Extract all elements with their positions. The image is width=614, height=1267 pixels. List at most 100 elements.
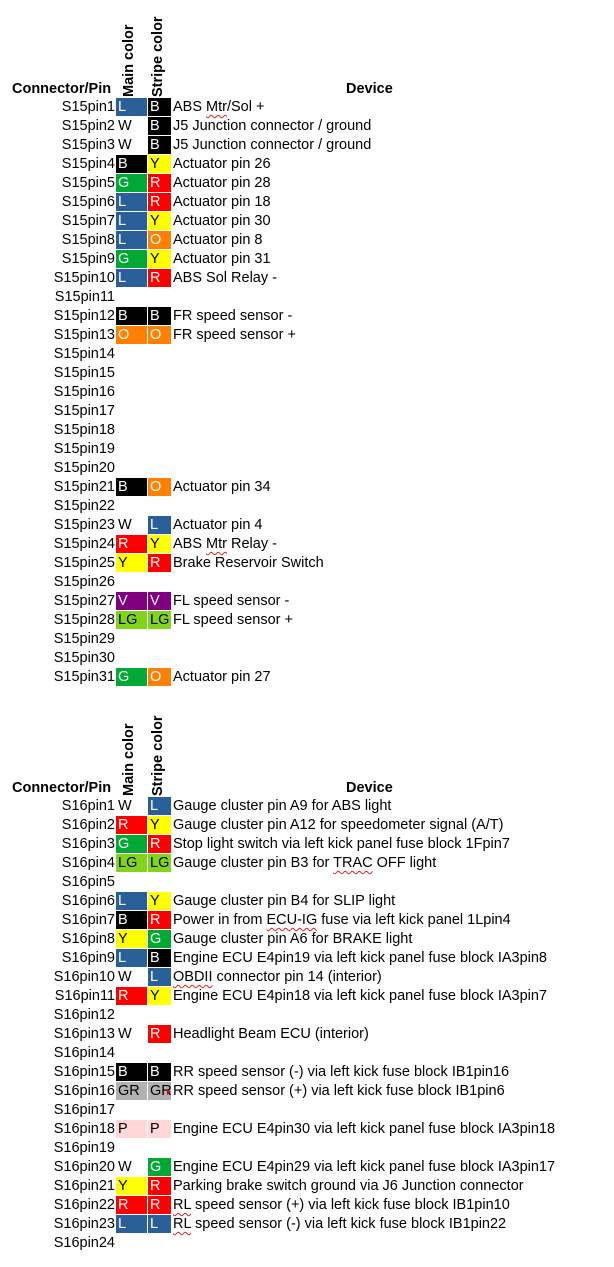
table-row[interactable]: S15pin26 <box>0 573 614 592</box>
table-row[interactable]: S16pin1 W L Gauge cluster pin A9 for ABS… <box>0 797 614 816</box>
device-cell[interactable]: Parking brake switch ground via J6 Junct… <box>173 1178 524 1194</box>
stripe-color-cell[interactable] <box>148 573 171 591</box>
stripe-color-cell[interactable]: O <box>148 326 171 344</box>
main-color-cell[interactable]: B <box>116 155 147 173</box>
table-row[interactable]: S15pin8 L O Actuator pin 8 <box>0 231 614 250</box>
table-row[interactable]: S15pin24 R Y ABS Mtr Relay - <box>0 535 614 554</box>
table-row[interactable]: S16pin3 G R Stop light switch via left k… <box>0 835 614 854</box>
table-row[interactable]: S15pin27 V V FL speed sensor - <box>0 592 614 611</box>
stripe-color-cell[interactable]: Y <box>148 987 171 1005</box>
main-color-cell[interactable]: B <box>116 1063 147 1081</box>
device-cell[interactable]: RL speed sensor (-) via left kick fuse b… <box>173 1215 506 1234</box>
device-cell[interactable]: Actuator pin 34 <box>173 479 271 495</box>
table-row[interactable]: S15pin7 L Y Actuator pin 30 <box>0 212 614 231</box>
main-color-cell[interactable]: R <box>116 1196 147 1214</box>
table-row[interactable]: S15pin9 G Y Actuator pin 31 <box>0 250 614 269</box>
stripe-color-cell[interactable]: R <box>148 554 171 572</box>
table-row[interactable]: S15pin2 W B J5 Junction connector / grou… <box>0 117 614 136</box>
device-cell[interactable]: Gauge cluster pin A6 for BRAKE light <box>173 931 413 947</box>
stripe-color-cell[interactable]: R <box>148 269 171 287</box>
device-cell[interactable]: FR speed sensor + <box>173 327 296 343</box>
main-color-cell[interactable]: L <box>116 98 147 116</box>
stripe-color-cell[interactable] <box>148 649 171 667</box>
stripe-color-cell[interactable] <box>148 873 171 891</box>
table-row[interactable]: S16pin23 L L RL speed sensor (-) via lef… <box>0 1215 614 1234</box>
main-color-cell[interactable]: W <box>118 137 132 153</box>
stripe-color-cell[interactable] <box>148 288 171 306</box>
table-row[interactable]: S15pin10 L R ABS Sol Relay - <box>0 269 614 288</box>
device-cell[interactable]: Stop light switch via left kick panel fu… <box>173 836 510 852</box>
main-color-cell[interactable]: W <box>118 1159 132 1175</box>
device-cell[interactable]: RR speed sensor (+) via left kick fuse b… <box>173 1083 505 1099</box>
table-row[interactable]: S15pin31 G O Actuator pin 27 <box>0 668 614 687</box>
main-color-cell[interactable] <box>116 345 147 363</box>
table-row[interactable]: S15pin17 <box>0 402 614 421</box>
stripe-color-cell[interactable]: B <box>148 136 171 154</box>
main-color-cell[interactable]: B <box>116 478 147 496</box>
main-color-cell[interactable] <box>116 573 147 591</box>
table-row[interactable]: S15pin19 <box>0 440 614 459</box>
main-color-cell[interactable] <box>116 383 147 401</box>
device-cell[interactable]: Gauge cluster pin A12 for speedometer si… <box>173 817 504 833</box>
table-row[interactable]: S16pin22 R R RL speed sensor (+) via lef… <box>0 1196 614 1215</box>
stripe-color-cell[interactable]: R <box>148 1196 171 1214</box>
table-row[interactable]: S15pin22 <box>0 497 614 516</box>
table-row[interactable]: S16pin15 B B RR speed sensor (-) via lef… <box>0 1063 614 1082</box>
main-color-cell[interactable]: W <box>118 517 132 533</box>
main-color-cell[interactable]: G <box>116 668 147 686</box>
table-row[interactable]: S16pin12 <box>0 1006 614 1025</box>
table-row[interactable]: S16pin4 LG LG Gauge cluster pin B3 for T… <box>0 854 614 873</box>
stripe-color-cell[interactable] <box>148 1044 171 1062</box>
table-row[interactable]: S16pin2 R Y Gauge cluster pin A12 for sp… <box>0 816 614 835</box>
stripe-color-cell[interactable] <box>148 1006 171 1024</box>
device-cell[interactable]: J5 Junction connector / ground <box>173 137 372 153</box>
table-row[interactable]: S16pin20 W G Engine ECU E4pin29 via left… <box>0 1158 614 1177</box>
stripe-color-cell[interactable] <box>148 1139 171 1157</box>
table-row[interactable]: S15pin4 B Y Actuator pin 26 <box>0 155 614 174</box>
main-color-cell[interactable]: L <box>116 892 147 910</box>
device-cell[interactable]: FR speed sensor - <box>173 308 293 324</box>
table-row[interactable]: S16pin10 W L OBDII connector pin 14 (int… <box>0 968 614 987</box>
main-color-cell[interactable] <box>116 440 147 458</box>
device-cell[interactable]: Engine ECU E4pin30 via left kick panel f… <box>173 1121 556 1137</box>
stripe-color-cell[interactable]: V <box>148 592 171 610</box>
stripe-color-cell[interactable] <box>148 364 171 382</box>
main-color-cell[interactable] <box>116 1234 147 1252</box>
stripe-color-cell[interactable]: B <box>148 98 171 116</box>
stripe-color-cell[interactable] <box>148 421 171 439</box>
main-color-cell[interactable]: V <box>116 592 147 610</box>
table-row[interactable]: S15pin18 <box>0 421 614 440</box>
table-row[interactable]: S16pin11 R Y Engine ECU E4pin18 via left… <box>0 987 614 1006</box>
main-color-cell[interactable]: L <box>116 212 147 230</box>
table-row[interactable]: S15pin13 O O FR speed sensor + <box>0 326 614 345</box>
stripe-color-cell[interactable] <box>148 459 171 477</box>
device-cell[interactable]: Gauge cluster pin B3 for TRAC OFF light <box>173 854 436 873</box>
main-color-cell[interactable]: G <box>116 174 147 192</box>
table-row[interactable]: S15pin28 LG LG FL speed sensor + <box>0 611 614 630</box>
device-cell[interactable]: Headlight Beam ECU (interior) <box>173 1026 369 1042</box>
device-cell[interactable]: Brake Reservoir Switch <box>173 555 324 571</box>
main-color-cell[interactable] <box>116 1006 147 1024</box>
table-row[interactable]: S15pin29 <box>0 630 614 649</box>
device-cell[interactable]: Actuator pin 30 <box>173 213 271 229</box>
device-cell[interactable]: Actuator pin 26 <box>173 156 271 172</box>
stripe-color-cell[interactable]: R <box>148 174 171 192</box>
main-color-cell[interactable] <box>116 1044 147 1062</box>
stripe-color-cell[interactable] <box>148 345 171 363</box>
table-row[interactable]: S16pin14 <box>0 1044 614 1063</box>
stripe-color-cell[interactable]: O <box>148 231 171 249</box>
main-color-cell[interactable] <box>116 459 147 477</box>
stripe-color-cell[interactable] <box>148 383 171 401</box>
table-row[interactable]: S16pin21 Y R Parking brake switch ground… <box>0 1177 614 1196</box>
main-color-cell[interactable]: R <box>116 535 147 553</box>
main-color-cell[interactable]: LG <box>116 854 147 872</box>
main-color-cell[interactable]: Y <box>116 554 147 572</box>
stripe-color-cell[interactable]: O <box>148 668 171 686</box>
main-color-cell[interactable]: LG <box>116 611 147 629</box>
stripe-color-cell[interactable]: Y <box>148 535 171 553</box>
table-row[interactable]: S16pin17 <box>0 1101 614 1120</box>
main-color-cell[interactable]: B <box>116 307 147 325</box>
stripe-color-cell[interactable]: G <box>148 930 171 948</box>
stripe-color-cell[interactable]: B <box>148 949 171 967</box>
stripe-color-cell[interactable] <box>148 402 171 420</box>
